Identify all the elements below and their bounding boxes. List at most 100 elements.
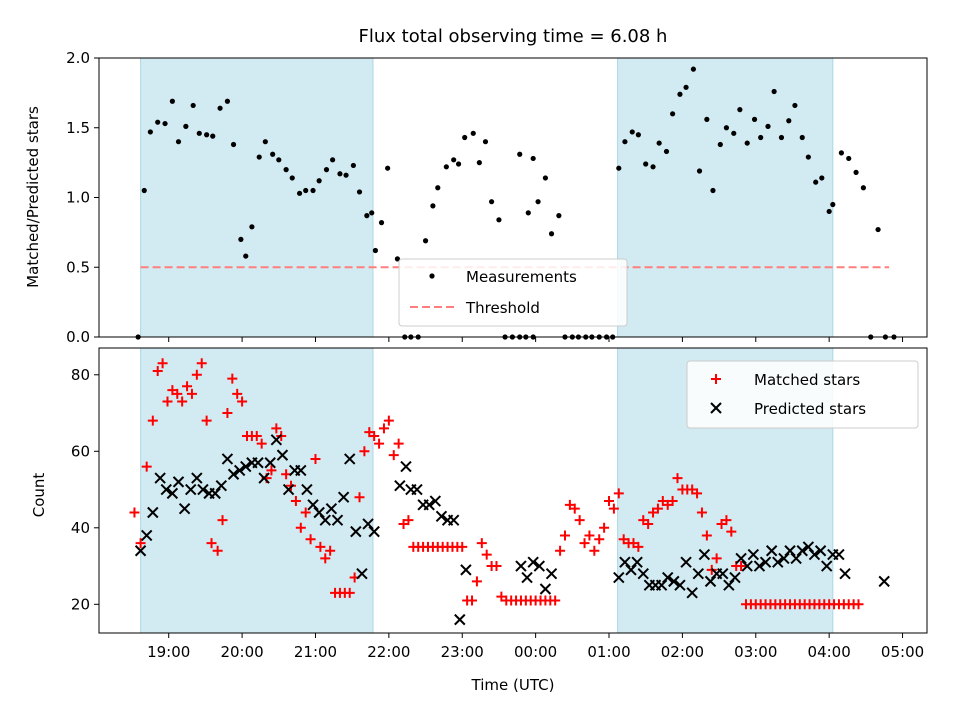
- matched-star-point: [853, 599, 864, 610]
- measurement-point: [183, 123, 189, 129]
- measurement-point: [217, 105, 223, 111]
- predicted-star-point: [160, 483, 172, 496]
- predicted-star-point: [668, 575, 680, 588]
- matched-star-point: [569, 503, 580, 514]
- y-tick-label: 20: [71, 595, 90, 613]
- y-tick-label: 0.5: [66, 258, 90, 276]
- predicted-star-point: [741, 560, 753, 572]
- predicted-star-point: [790, 552, 802, 565]
- measurement-point: [476, 160, 482, 166]
- measurement-point: [230, 141, 237, 148]
- matched-star-point: [201, 415, 212, 426]
- predicted-star-point: [295, 464, 307, 477]
- measurement-point: [196, 130, 202, 136]
- bottom-legend: Matched stars Predicted stars: [686, 360, 919, 429]
- measurement-point: [372, 247, 379, 254]
- predicted-star-point: [435, 510, 448, 523]
- matched-star-point: [608, 503, 619, 514]
- measurement-point: [830, 201, 836, 208]
- measurement-point: [778, 134, 785, 141]
- measurement-point: [462, 134, 468, 141]
- measurement-point: [443, 164, 449, 170]
- measurement-point: [470, 130, 476, 136]
- matched-star-point: [584, 530, 595, 541]
- measurement-point: [343, 172, 349, 178]
- legend-matched-label: Matched stars: [754, 371, 860, 389]
- y-tick-label: 60: [71, 442, 90, 460]
- matched-star-point: [559, 530, 570, 541]
- predicted-star-point: [301, 483, 313, 496]
- predicted-star-point: [233, 464, 246, 477]
- bottom-y-ticks: 20 40 60 80: [71, 366, 99, 613]
- legend-predicted-label: Predicted stars: [754, 400, 866, 418]
- matched-star-point: [182, 381, 193, 392]
- matched-star-point: [354, 492, 365, 503]
- measurement-point: [813, 179, 819, 185]
- measurement-point: [256, 154, 262, 160]
- measurement-point: [805, 154, 811, 160]
- predicted-star-point: [447, 514, 460, 526]
- measurement-point: [451, 157, 457, 163]
- predicted-star-point: [821, 560, 833, 572]
- measurement-point: [283, 167, 289, 173]
- matched-star-point: [271, 423, 282, 434]
- matched-star-point: [359, 446, 370, 457]
- matched-star-point: [613, 488, 624, 499]
- matched-star-point: [344, 587, 355, 598]
- matched-star-point: [589, 545, 600, 556]
- matched-star-point: [476, 538, 487, 549]
- measurement-point: [635, 132, 641, 138]
- measurement-point: [169, 98, 175, 104]
- predicted-star-point: [362, 518, 374, 530]
- matched-star-point: [172, 388, 183, 399]
- bottom-legend-box: [686, 360, 919, 429]
- matched-star-point: [491, 561, 502, 572]
- predicted-star-point: [454, 613, 466, 626]
- measurement-point: [378, 220, 385, 226]
- measurement-point: [435, 185, 441, 191]
- matched-star-point: [310, 453, 321, 464]
- predicted-star-point: [429, 495, 442, 507]
- x-tick-label: 21:00: [294, 643, 337, 661]
- matched-star-point: [300, 507, 311, 518]
- matched-star-point: [393, 438, 404, 449]
- matched-star-point: [555, 545, 566, 556]
- matched-star-point: [378, 423, 389, 434]
- measurement-point: [249, 224, 255, 230]
- predicted-star-point: [356, 567, 368, 580]
- measurement-point: [723, 125, 730, 131]
- predicted-star-point: [619, 556, 631, 568]
- matched-star-point: [711, 553, 722, 564]
- matched-star-point: [550, 595, 561, 606]
- matched-star-point: [196, 358, 207, 369]
- measurement-point: [243, 253, 249, 259]
- matched-star-point: [217, 515, 228, 526]
- predicted-star-point: [747, 548, 760, 561]
- bottom-y-axis-label: Count: [30, 473, 48, 518]
- y-tick-label: 0.0: [66, 328, 90, 346]
- matched-stars-points: [129, 358, 864, 610]
- predicted-star-point: [337, 491, 350, 503]
- matched-star-point: [157, 358, 168, 369]
- legend-measurements-label: Measurements: [466, 268, 577, 286]
- y-tick-label: 80: [71, 366, 90, 384]
- predicted-star-point: [134, 545, 147, 557]
- matched-star-point: [574, 515, 585, 526]
- matched-star-point: [369, 430, 380, 441]
- matched-star-point: [692, 488, 703, 499]
- matched-star-point: [295, 522, 306, 533]
- predicted-star-point: [759, 556, 772, 568]
- matched-star-point: [457, 541, 468, 552]
- predicted-star-point: [723, 579, 735, 591]
- top-legend: Measurements Threshold: [398, 258, 628, 327]
- matched-star-point: [721, 515, 732, 526]
- matched-star-point: [643, 518, 654, 529]
- predicted-star-point: [662, 571, 674, 584]
- predicted-star-point: [778, 552, 790, 565]
- predicted-star-point: [331, 514, 344, 526]
- predicted-star-point: [527, 556, 539, 568]
- measurement-point: [530, 155, 536, 162]
- predicted-star-point: [270, 434, 283, 446]
- predicted-star-point: [839, 567, 851, 580]
